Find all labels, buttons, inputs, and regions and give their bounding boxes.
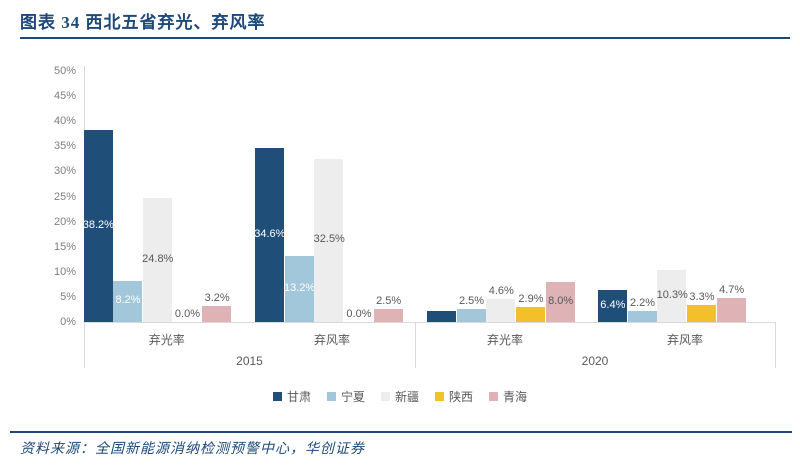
year-label: 2015	[236, 354, 263, 368]
bar-value-label: 24.8%	[142, 252, 174, 265]
y-axis-tick-label: 0%	[60, 316, 76, 328]
bar	[516, 307, 546, 322]
legend-swatch-icon	[326, 392, 336, 401]
bar-value-label: 38.2%	[82, 219, 114, 232]
y-axis-tick-label: 45%	[53, 90, 76, 103]
category-label: 弃风率	[313, 333, 351, 347]
bar-value-label: 2.5%	[459, 295, 485, 308]
y-axis-tick-label: 10%	[53, 265, 76, 278]
source-note: 资料来源：全国新能源消纳检测预警中心，华创证券	[20, 442, 365, 457]
bar	[202, 305, 232, 322]
bar-value-label: 2.5%	[376, 295, 402, 308]
y-axis-tick-label: 25%	[53, 190, 76, 203]
year-label: 2020	[581, 354, 609, 368]
x-axis-line	[84, 322, 775, 323]
legend-label: 宁夏	[340, 390, 365, 404]
bar	[142, 197, 172, 322]
bar-value-label: 34.6%	[254, 228, 286, 241]
y-axis-tick-label: 15%	[53, 240, 76, 253]
bar-value-label: 6.4%	[600, 298, 626, 311]
legend-label: 青海	[503, 390, 528, 404]
y-axis-tick-label: 20%	[53, 215, 76, 228]
bar	[627, 310, 657, 322]
bar-value-label: 8.2%	[115, 294, 141, 307]
bar-value-label: 13.2%	[283, 281, 316, 294]
category-divider	[775, 322, 776, 368]
category-label: 弃光率	[148, 333, 185, 347]
y-axis-tick-label: 50%	[53, 65, 76, 77]
bar-value-label: 3.2%	[204, 291, 230, 304]
bar	[427, 311, 456, 322]
bar	[687, 305, 717, 322]
bar-value-label: 32.5%	[313, 233, 345, 246]
bar-value-label: 3.3%	[689, 291, 715, 304]
y-axis-tick-label: 35%	[53, 140, 76, 153]
footer-divider	[10, 431, 792, 433]
bar-value-label: 10.3%	[656, 289, 688, 302]
category-label: 弃光率	[486, 333, 524, 347]
bar-value-label: 0.0%	[174, 308, 200, 320]
bar	[657, 270, 687, 322]
bar	[486, 298, 516, 322]
figure-title: 图表 34 西北五省弃光、弃风率	[20, 13, 266, 32]
bar-value-label: 4.7%	[719, 284, 745, 297]
title-underline	[20, 37, 790, 39]
y-axis-tick-label: 40%	[53, 115, 76, 128]
bar	[598, 289, 627, 322]
bar-value-label: 8.0%	[548, 294, 574, 307]
bar	[456, 309, 486, 322]
legend-label: 新疆	[394, 390, 419, 404]
chart-legend: 甘肃 宁夏 新疆 陕西 青海	[0, 388, 800, 405]
legend-item: 新疆	[380, 388, 419, 405]
legend-swatch-icon	[380, 392, 390, 401]
legend-swatch-icon	[272, 392, 282, 401]
bar-value-label: 2.9%	[518, 293, 544, 306]
bar-value-label: 2.2%	[630, 296, 656, 309]
bar	[255, 148, 284, 322]
legend-item: 宁夏	[326, 388, 365, 405]
bar-value-label: 4.6%	[488, 284, 514, 297]
bar	[314, 158, 344, 322]
chart-area: 0% 5% 10% 15% 20% 25% 30% 35% 40% 45% 50% 38.2% 34.6…	[0, 44, 800, 384]
legend-label: 陕西	[449, 390, 474, 404]
legend-item: 陕西	[435, 388, 473, 405]
y-axis-tick-label: 5%	[60, 290, 76, 303]
legend-item: 甘肃	[272, 388, 311, 405]
y-axis-tick-label: 30%	[53, 165, 76, 178]
bar-value-label: 0.0%	[346, 308, 372, 320]
bar	[113, 280, 143, 322]
bar	[373, 309, 403, 322]
legend-swatch-icon	[435, 392, 444, 401]
bar	[716, 298, 746, 322]
legend-swatch-icon	[489, 392, 499, 401]
legend-label: 甘肃	[286, 390, 311, 404]
bar	[284, 255, 314, 322]
legend-item: 青海	[489, 388, 527, 405]
category-label: 弃风率	[666, 333, 704, 347]
bar	[83, 130, 113, 322]
category-divider	[415, 322, 416, 368]
bar	[545, 281, 575, 322]
